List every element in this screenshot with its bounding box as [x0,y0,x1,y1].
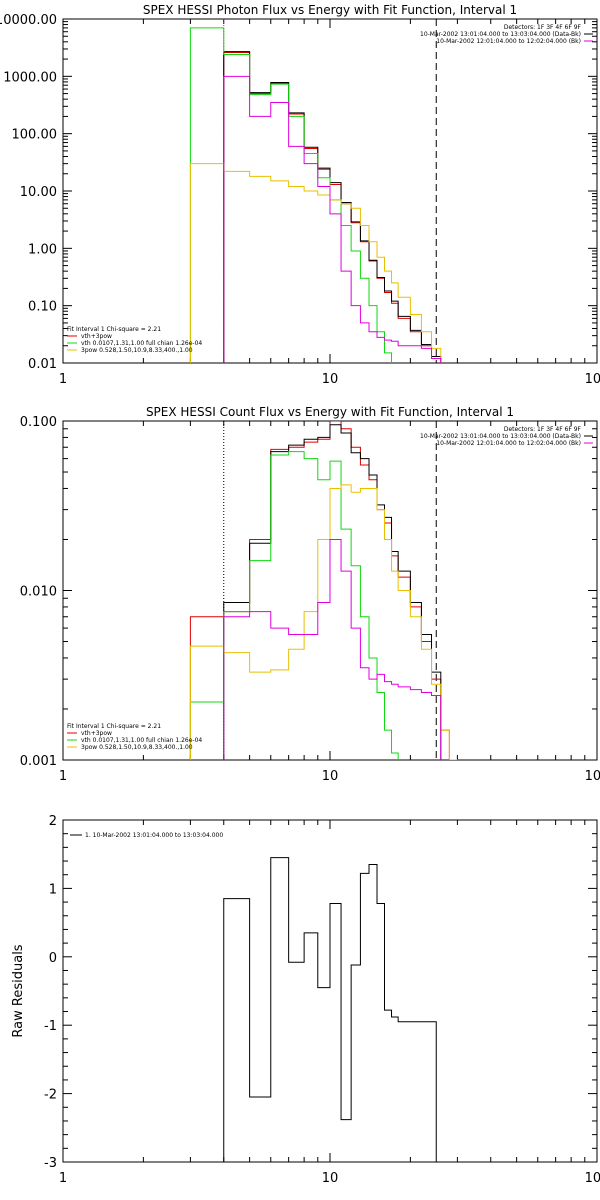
panel1-info-line: 10-Mar-2002 13:01:04.000 to 13:03:04.000… [420,31,581,38]
panel3-x-tick-label: 100 [585,1171,600,1186]
panel2-series-model [223,424,442,760]
panel2-x-tick-label: 1 [59,769,67,784]
panel1-x-tick-label: 10 [322,372,339,387]
panel1-series-background [223,75,442,363]
panel2-y-tick-label: 0.001 [20,754,57,769]
panel1-y-tick-label: 10000.00 [0,13,57,28]
panel2-legend-entry: vth 0.0107,1.31,1.00 full chian 1.26e-04 [81,737,202,744]
panel1-series-model [223,51,442,363]
panel2-series-power [189,484,458,760]
panel1-y-tick-label: 100.00 [12,128,58,143]
panel1-title: SPEX HESSI Photon Flux vs Energy with Fi… [143,3,517,17]
panel3-y-tick-label: -3 [44,1156,57,1171]
panel2-y-tick-label: 0.010 [20,585,57,600]
panel2-x-tick-label: 100 [585,769,600,784]
panel2-legend-header: Fit Interval 1 Chi-square = 2.21 [67,723,161,730]
panel2-series-thermal [189,451,399,760]
panel2-y-tick-label: 0.100 [20,415,57,430]
panel1-legend-header: Fit Interval 1 Chi-square = 2.21 [67,326,161,333]
panel1-y-tick-label: 10.00 [20,185,57,200]
panel2-info-line: 10-Mar-2002 13:01:04.000 to 13:03:04.000… [420,433,581,440]
panel1-x-tick-label: 1 [59,372,67,387]
panel2-info-line: Detectors: 1F 3F 4F 6F 9F [504,426,582,433]
panel1-legend-entry: vth+3pow [81,333,112,340]
panel1-legend-entry: vth 0.0107,1.31,1.00 full chian 1.26e-04 [81,340,202,347]
panel1-x-tick-label: 100 [585,372,600,387]
panel2-x-tick-label: 10 [322,769,339,784]
panel3-y-tick-label: 0 [49,951,57,966]
panel1-series-total [223,52,442,363]
panel3-x-tick-label: 10 [322,1171,339,1186]
panel1-info-line: Detectors: 1F 3F 4F 6F 9F [504,24,582,31]
panel2-title: SPEX HESSI Count Flux vs Energy with Fit… [146,405,514,419]
panel3-y-tick-label: 2 [49,814,57,829]
panel3-y-label: Raw Residuals [11,944,26,1037]
panel3-frame [62,819,598,1163]
panel1-y-tick-label: 0.10 [28,300,57,315]
panel1-info-line: 10-Mar-2002 12:01:04.000 to 12:02:04.000… [436,38,581,45]
panel3-y-tick-label: 1 [49,882,57,897]
panel3-y-tick-label: -2 [44,1088,57,1103]
panel2-info-line: 10-Mar-2002 12:01:04.000 to 12:02:04.000… [436,440,581,447]
panel3-x-tick-label: 1 [59,1171,67,1186]
panel1-series-power [189,163,442,363]
panel1-legend-entry: 3pow 0.528,1.50,10.9,8.33,400.,1.00 [81,347,193,354]
panel1-y-tick-label: 0.01 [28,357,57,372]
panel2-legend-entry: vth+3pow [81,730,112,737]
panel3-legend-entry: 1. 10-Mar-2002 13:01:04.000 to 13:03:04.… [85,832,223,839]
panel3-series-model [223,857,437,1162]
panel2-legend-entry: 3pow 0.528,1.50,10.9,8.33,400.,1.00 [81,744,193,751]
panel1-series-thermal [189,27,393,363]
panel2-series-background [223,538,442,760]
panel1-y-tick-label: 1000.00 [3,70,57,85]
panel1-y-tick-label: 1.00 [28,242,57,257]
panel3-y-tick-label: -1 [44,1019,57,1034]
